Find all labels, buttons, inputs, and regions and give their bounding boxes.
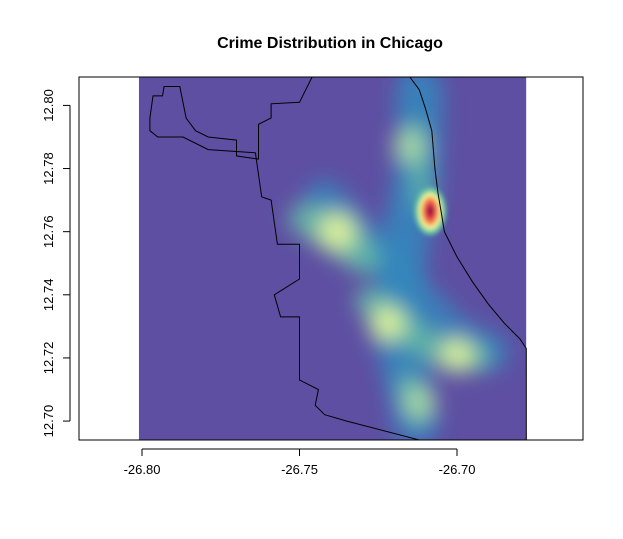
y-tick-label: 12.78 [41, 152, 56, 185]
city-boundary-outline [149, 77, 527, 440]
peak-hotspot [414, 187, 447, 236]
raster-background [138, 77, 527, 440]
y-tick-label: 12.74 [41, 279, 56, 312]
hotspot-core [323, 217, 352, 246]
y-tick-label: 12.70 [41, 405, 56, 438]
x-tick-label: -26.80 [124, 462, 161, 477]
x-tick-label: -26.75 [281, 462, 318, 477]
hotspot-core [375, 310, 401, 336]
heatmap-raster [138, 77, 527, 440]
city-boundary-path [149, 77, 527, 440]
y-tick-label: 12.72 [41, 342, 56, 375]
chart-title: Crime Distribution in Chicago [217, 35, 443, 52]
plot-frame [78, 76, 584, 441]
x-axis: -26.80 -26.75 -26.70 [124, 448, 476, 477]
peak-ring [427, 206, 434, 217]
y-tick-label: 12.76 [41, 215, 56, 248]
hotspot-area [402, 384, 437, 420]
y-tick-label: 12.80 [41, 89, 56, 122]
y-axis: 12.70 12.72 12.74 12.76 12.78 12.80 [41, 89, 71, 438]
density-field [288, 77, 509, 440]
hotspot-area [392, 129, 427, 164]
x-tick-label: -26.70 [439, 462, 476, 477]
hotspot-core [445, 342, 469, 367]
